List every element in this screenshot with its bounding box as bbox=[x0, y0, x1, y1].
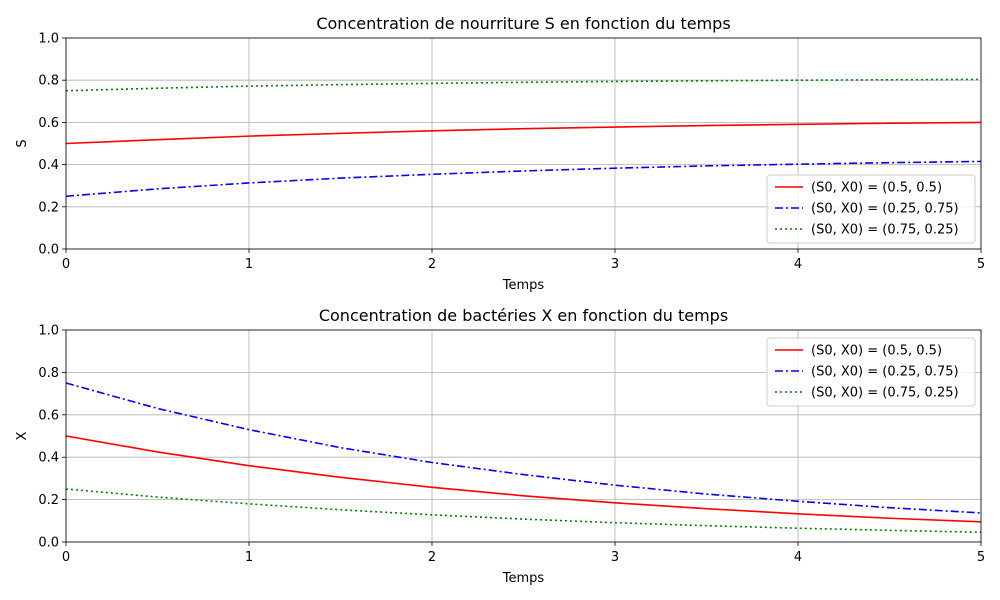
y-tick-label: 0.0 bbox=[38, 243, 59, 258]
chart-title: Concentration de bactéries X en fonction… bbox=[319, 306, 728, 325]
x-axis-label: Temps bbox=[502, 571, 545, 586]
x-tick-label: 1 bbox=[245, 257, 253, 272]
legend: (S0, X0) = (0.5, 0.5) (S0, X0) = (0.25, 0… bbox=[766, 337, 976, 407]
series-line-1 bbox=[65, 435, 982, 523]
series-line-2 bbox=[65, 160, 982, 198]
x-tick-label: 3 bbox=[611, 550, 619, 565]
x-tick-label: 4 bbox=[794, 550, 802, 565]
y-tick-label: 1.0 bbox=[38, 324, 59, 339]
plot-frame bbox=[65, 37, 982, 250]
y-tick-label: 1.0 bbox=[38, 32, 59, 47]
x-tick-label: 0 bbox=[62, 550, 70, 565]
chart-title: Concentration de nourriture S en fonctio… bbox=[316, 14, 730, 33]
y-tick-label: 0.6 bbox=[38, 408, 59, 423]
chart-2: 0 1 2 3 4 5 0.0 0.2 0.4 0.6 0.8 1.0 Concentration de… bbox=[15, 306, 985, 586]
y-axis-label: S bbox=[15, 139, 30, 147]
series-line-2 bbox=[65, 382, 982, 514]
x-tick-label: 2 bbox=[428, 550, 436, 565]
x-tick-label: 5 bbox=[977, 550, 985, 565]
legend-entry: (S0, X0) = (0.25, 0.75) bbox=[811, 365, 959, 380]
x-tick-label: 0 bbox=[62, 257, 70, 272]
x-tick-label: 5 bbox=[977, 257, 985, 272]
y-tick-label: 0.6 bbox=[38, 116, 59, 131]
legend-entry: (S0, X0) = (0.25, 0.75) bbox=[811, 202, 959, 217]
x-tick-label: 3 bbox=[611, 257, 619, 272]
y-tick-label: 0.0 bbox=[38, 536, 59, 551]
y-tick-label: 0.2 bbox=[38, 200, 59, 215]
chart-1: 0 1 2 3 4 5 0.0 0.2 0.4 0.6 0.8 1.0 Concentration de… bbox=[15, 14, 985, 293]
x-tick-label: 1 bbox=[245, 550, 253, 565]
y-axis-label: X bbox=[15, 431, 30, 440]
plot-frame bbox=[65, 329, 982, 543]
x-tick-label: 4 bbox=[794, 257, 802, 272]
y-tick-label: 0.8 bbox=[38, 74, 59, 89]
legend-box bbox=[766, 174, 976, 244]
legend-entry: (S0, X0) = (0.75, 0.25) bbox=[811, 386, 959, 401]
legend: (S0, X0) = (0.5, 0.5) (S0, X0) = (0.25, 0… bbox=[766, 174, 976, 244]
legend-entry: (S0, X0) = (0.5, 0.5) bbox=[811, 344, 942, 359]
series-line-3 bbox=[65, 78, 982, 92]
series-line-1 bbox=[65, 121, 982, 145]
legend-entry: (S0, X0) = (0.75, 0.25) bbox=[811, 223, 959, 238]
legend-entry: (S0, X0) = (0.5, 0.5) bbox=[811, 181, 942, 196]
y-tick-label: 0.4 bbox=[38, 158, 59, 173]
legend-box bbox=[766, 337, 976, 407]
y-tick-label: 0.8 bbox=[38, 366, 59, 381]
y-tick-label: 0.4 bbox=[38, 451, 59, 466]
x-tick-label: 2 bbox=[428, 257, 436, 272]
y-tick-label: 0.2 bbox=[38, 493, 59, 508]
x-axis-label: Temps bbox=[502, 278, 545, 293]
